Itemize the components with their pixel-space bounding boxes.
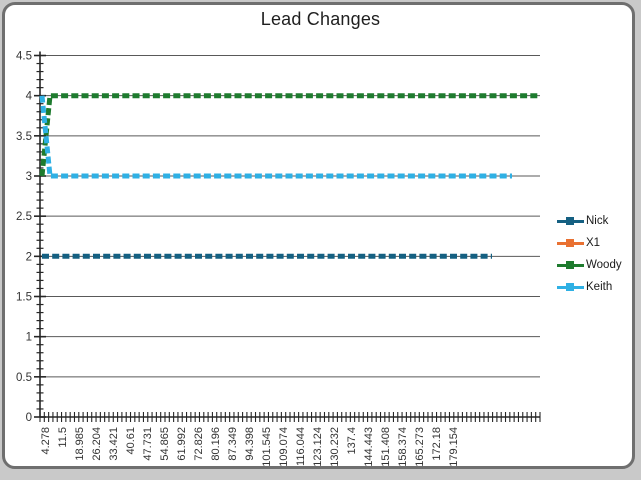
x-tick-label: 87.349 xyxy=(227,427,239,461)
x-tick-label: 151.408 xyxy=(380,427,392,467)
x-tick-label: 101.545 xyxy=(261,427,273,467)
x-tick-label: 80.196 xyxy=(210,427,222,461)
y-tick-label: 4.5 xyxy=(16,51,32,63)
x-tick-label: 137.4 xyxy=(346,427,358,455)
y-tick-label: 3 xyxy=(26,171,32,183)
x-tick-label: 61.992 xyxy=(176,427,188,461)
x-tick-label: 18.985 xyxy=(74,427,86,461)
legend-item-woody: Woody xyxy=(557,259,622,271)
x-tick-label: 144.443 xyxy=(363,427,375,467)
x-tick-label: 4.278 xyxy=(40,427,52,455)
legend-item-x1: X1 xyxy=(557,237,622,249)
x-tick-label: 11.5 xyxy=(57,427,69,448)
y-tick-label: 2.5 xyxy=(16,211,32,223)
x-tick-label: 33.421 xyxy=(108,427,120,461)
x-tick-label: 47.731 xyxy=(142,427,154,461)
x-tick-label: 26.204 xyxy=(91,427,103,461)
legend-swatch-keith-icon xyxy=(557,282,584,292)
x-tick-label: 54.865 xyxy=(159,427,171,461)
x-tick-label: 109.074 xyxy=(278,427,290,467)
y-tick-label: 1 xyxy=(26,332,32,344)
y-tick-label: 1.5 xyxy=(16,292,32,304)
chart-window-frame xyxy=(2,2,635,469)
legend-swatch-woody-icon xyxy=(557,260,584,270)
x-tick-label: 116.044 xyxy=(295,427,307,466)
x-tick-label: 94.398 xyxy=(244,427,256,461)
legend-item-keith: Keith xyxy=(557,281,622,293)
legend-label-x1: X1 xyxy=(586,237,601,249)
x-tick-label: 72.826 xyxy=(193,427,205,461)
y-tick-label: 4 xyxy=(26,91,33,103)
x-tick-label: 179.154 xyxy=(448,427,460,467)
chart-legend: Nick X1 Woody Keith xyxy=(557,215,622,293)
chart-title: Lead Changes xyxy=(260,9,381,29)
x-tick-label: 123.124 xyxy=(312,427,324,467)
y-tick-label: 3.5 xyxy=(16,131,32,143)
x-tick-label: 158.374 xyxy=(397,427,409,467)
legend-label-keith: Keith xyxy=(586,281,613,293)
x-tick-label: 172.18 xyxy=(431,427,443,461)
legend-item-nick: Nick xyxy=(557,215,622,227)
legend-label-woody: Woody xyxy=(586,259,622,271)
x-tick-label: 165.273 xyxy=(414,427,426,467)
y-tick-label: 0 xyxy=(26,412,32,424)
x-tick-label: 130.232 xyxy=(329,427,341,467)
series-line-keith xyxy=(39,95,512,179)
y-tick-label: 2 xyxy=(26,251,32,263)
x-tick-label: 40.61 xyxy=(125,427,137,455)
y-tick-label: 0.5 xyxy=(16,372,32,384)
legend-swatch-x1-icon xyxy=(557,238,584,248)
series-line-woody xyxy=(39,93,540,177)
legend-label-nick: Nick xyxy=(586,215,609,227)
legend-swatch-nick-icon xyxy=(557,216,584,226)
